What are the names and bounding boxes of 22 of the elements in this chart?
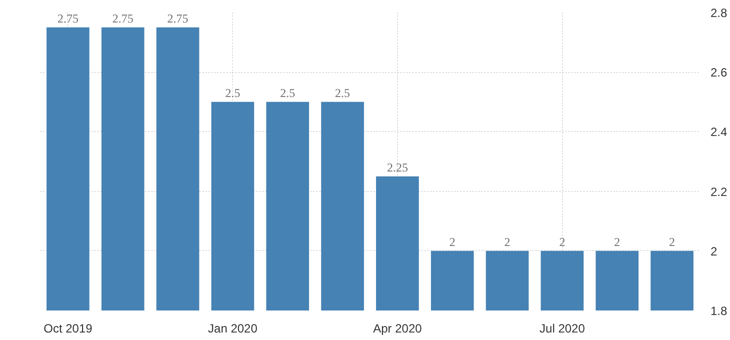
data-label: 2.5 (225, 86, 240, 100)
y-tick-label: 2.8 (710, 6, 728, 20)
y-tick-label: 2.6 (710, 66, 728, 80)
data-label: 2.75 (167, 11, 188, 26)
data-label: 2.25 (386, 160, 408, 174)
data-label: 2.75 (57, 11, 78, 26)
data-label: 2.75 (112, 11, 134, 26)
y-tick-label: 2.2 (710, 184, 728, 199)
y-tick-label: 1.8 (710, 304, 728, 318)
data-label: 2.5 (280, 86, 296, 100)
x-tick-label: Jul 2020 (540, 322, 586, 336)
y-tick-label: 2.4 (710, 125, 728, 140)
data-label: 2 (614, 234, 620, 249)
x-tick-label: Apr 2020 (373, 322, 422, 336)
data-label: 2 (449, 234, 456, 249)
data-label: 2 (559, 234, 566, 249)
x-tick-label: Jan 2020 (208, 322, 258, 336)
data-label: 2 (669, 234, 676, 249)
data-label: 2.5 (335, 86, 350, 100)
x-tick-label: Oct 2019 (44, 322, 93, 336)
y-tick-label: 2 (710, 244, 718, 258)
data-label: 2 (504, 234, 510, 249)
